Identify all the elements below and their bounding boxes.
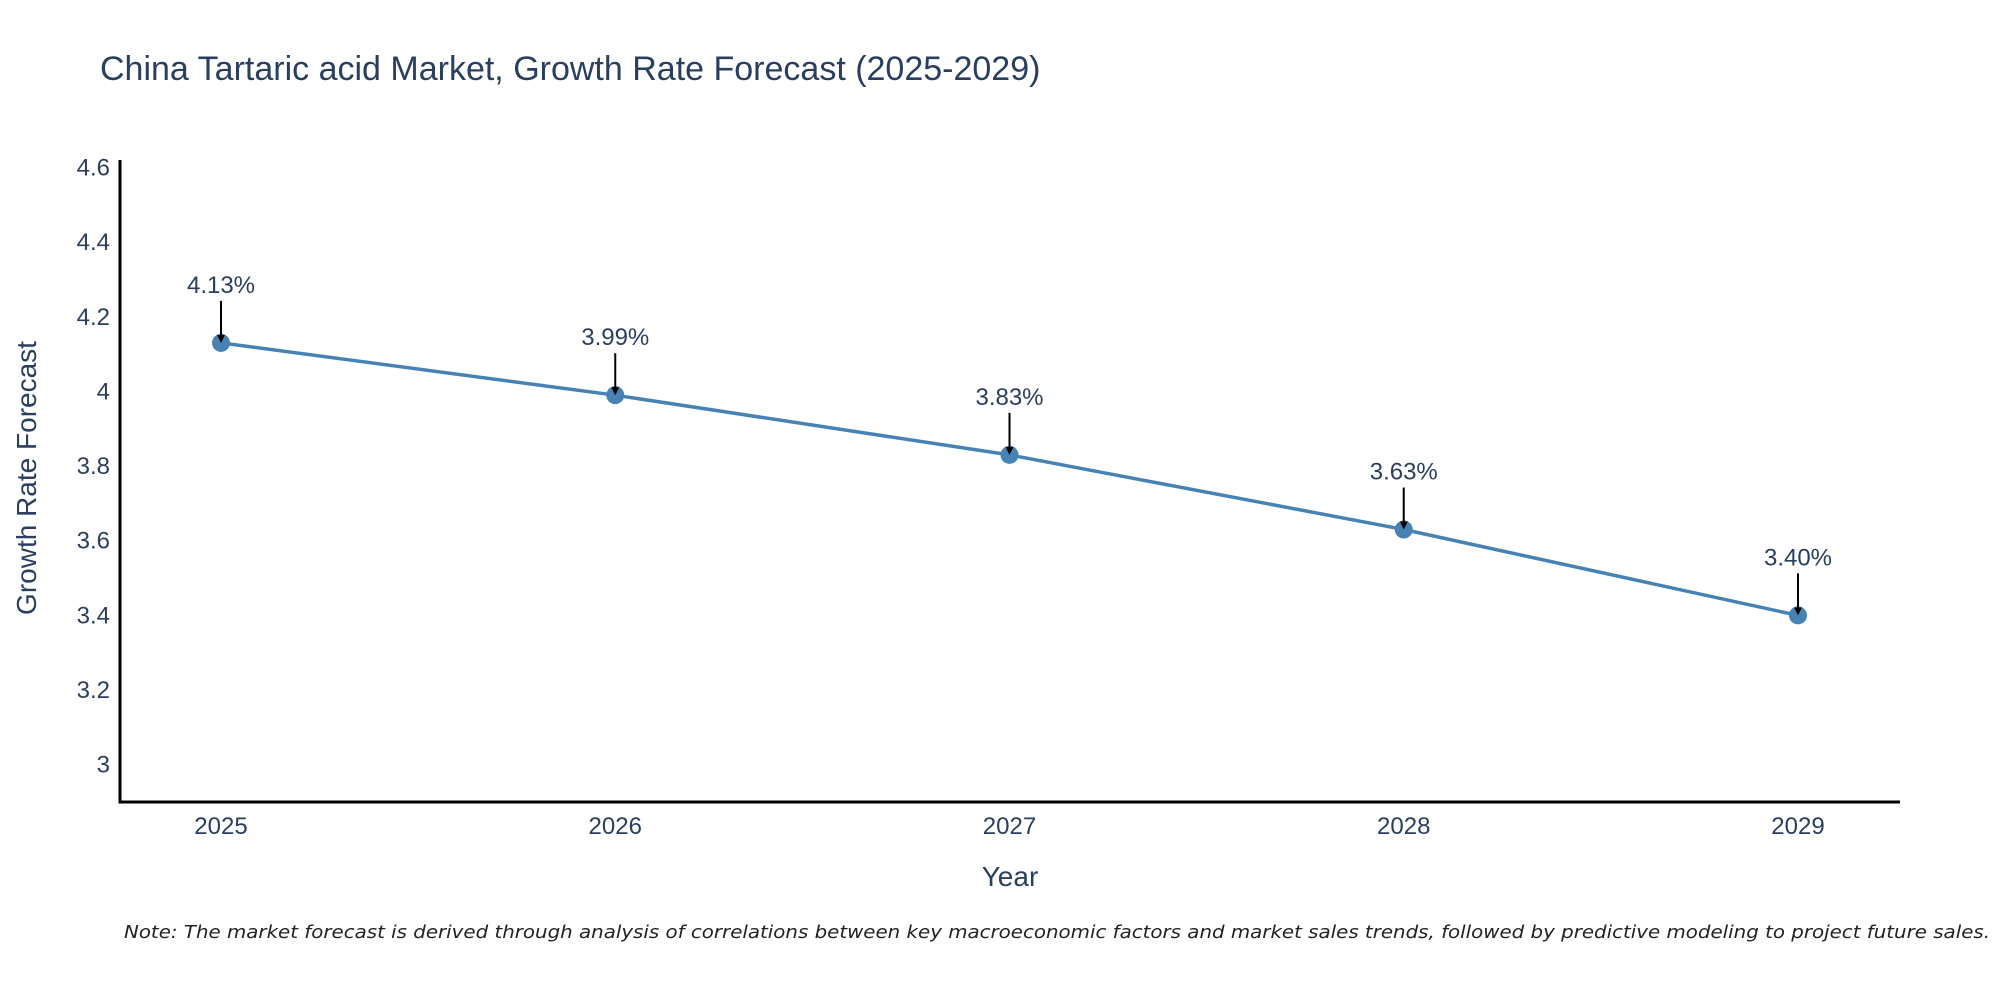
x-tick-label: 2027 [983,813,1036,840]
data-point [1000,445,1019,464]
y-tick-label: 3.8 [77,453,110,480]
x-tick-label: 2028 [1377,813,1430,840]
x-tick-label: 2025 [194,813,247,840]
data-label: 3.83% [975,384,1043,411]
data-point [212,333,230,352]
x-tick-label: 2026 [589,813,642,840]
y-tick-label: 4 [97,378,110,405]
y-tick-label: 3.6 [77,528,110,555]
plot-area: 3 3.2 3.4 3.6 3.8 4 4.2 4.4 4.6 2025 2026 2027 2028 2… [77,154,1900,840]
y-tick-label: 4.2 [77,304,110,331]
data-label: 3.99% [581,324,649,351]
y-tick-label: 4.6 [77,154,110,181]
y-axis-title: Growth Rate Forecast [11,341,42,615]
footnote: Note: The market forecast is derived thr… [124,922,1990,943]
data-point [606,386,625,405]
y-tick-label: 4.4 [77,229,110,256]
chart-title: China Tartaric acid Market, Growth Rate … [100,50,1040,88]
data-point [1789,606,1807,625]
x-tick-label: 2029 [1771,813,1824,840]
x-axis-title: Year [982,861,1039,892]
data-label: 3.40% [1764,544,1832,571]
y-tick-label: 3.4 [77,602,110,629]
data-label: 4.13% [187,272,255,299]
data-point [1394,520,1413,539]
y-tick-label: 3 [97,752,110,779]
data-label: 3.63% [1370,459,1438,486]
y-tick-label: 3.2 [77,677,110,704]
